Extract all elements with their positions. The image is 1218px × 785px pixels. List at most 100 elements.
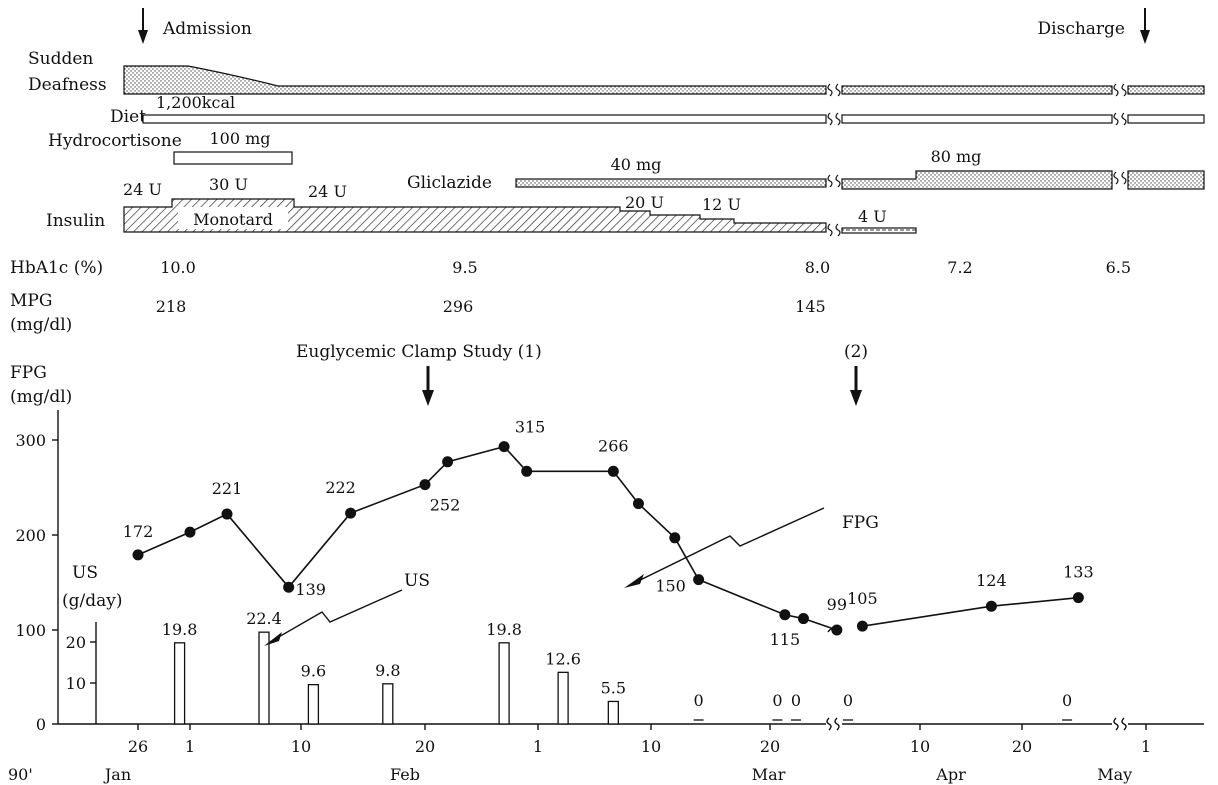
timeline-break-marks xyxy=(827,83,1127,237)
fpg-point-label-3: 139 xyxy=(295,580,326,599)
insulin-row: Insulin Monotard 24 U 30 U 24 U 20 U 12 … xyxy=(46,175,917,234)
us-bar-label-3: 9.8 xyxy=(375,661,400,680)
fpg-point-label-12: 150 xyxy=(655,577,686,596)
fpg-point-label-4: 222 xyxy=(325,478,356,497)
fpg-ytick-0: 0 xyxy=(36,715,46,734)
x-tick-label-8: 20 xyxy=(1012,737,1032,756)
discharge-marker: Discharge xyxy=(1038,8,1150,44)
mpg-label-2: (mg/dl) xyxy=(10,315,72,335)
fpg-callout-label: FPG xyxy=(842,513,879,533)
x-tick-label-0: 26 xyxy=(128,737,148,756)
fpg-point-18 xyxy=(1072,592,1084,604)
month-label-3: Apr xyxy=(935,765,966,784)
us-axis-label-1: US xyxy=(72,563,98,583)
mpg-value-1: 296 xyxy=(443,297,474,316)
month-label-2: Mar xyxy=(752,765,786,784)
us-callout: US xyxy=(264,571,430,646)
year-label: 90' xyxy=(8,765,33,784)
fpg-point-5 xyxy=(419,479,431,491)
fpg-point-label-0: 172 xyxy=(123,522,154,541)
hba1c-row: HbA1c (%) 10.0 9.5 8.0 7.2 6.5 xyxy=(10,258,1131,278)
fpg-point-15 xyxy=(831,624,843,636)
diet-dose: 1,200kcal xyxy=(156,93,235,112)
sudden-deafness-row: Sudden Deafness xyxy=(28,49,1205,95)
us-bar-0 xyxy=(173,642,186,725)
x-tick-label-1: 1 xyxy=(185,737,195,756)
insulin-dose-1: 24 U xyxy=(123,180,162,199)
insulin-dose-4: 20 U xyxy=(625,193,664,212)
fpg-point-label-18: 133 xyxy=(1063,563,1094,582)
x-tick-label-4: 1 xyxy=(533,737,543,756)
fpg-point-6 xyxy=(442,456,454,468)
us-bar-3 xyxy=(382,683,394,725)
us-bar-5 xyxy=(557,671,569,725)
clamp-study-1-label: Euglycemic Clamp Study (1) xyxy=(296,342,542,362)
insulin-dose-2: 30 U xyxy=(209,175,248,194)
discharge-label: Discharge xyxy=(1038,19,1125,39)
us-bar-6 xyxy=(607,700,619,725)
fpg-point-1 xyxy=(184,526,196,538)
hba1c-value-1: 9.5 xyxy=(452,258,477,277)
fpg-point-12 xyxy=(693,574,705,586)
x-tick-label-2: 10 xyxy=(291,737,311,756)
admission-label: Admission xyxy=(162,19,252,39)
fpg-point-11 xyxy=(669,532,681,544)
us-bar-label-5: 12.6 xyxy=(545,649,581,668)
fpg-point-label-17: 124 xyxy=(976,571,1007,590)
month-label-0: Jan xyxy=(103,765,131,784)
fpg-break-mark xyxy=(827,628,837,633)
us-bar-label-2: 9.6 xyxy=(301,662,326,681)
us-bar-label-1: 22.4 xyxy=(246,609,282,628)
fpg-axis-label-2: (mg/dl) xyxy=(10,387,72,407)
gliclazide-label: Gliclazide xyxy=(407,173,492,193)
fpg-point-2 xyxy=(221,508,233,520)
fpg-point-label-9: 266 xyxy=(598,436,629,455)
us-ytick-20: 20 xyxy=(66,633,86,652)
us-bar-1 xyxy=(258,631,270,725)
insulin-dose-5: 12 U xyxy=(702,195,741,214)
x-tick-label-6: 20 xyxy=(760,737,780,756)
mpg-row: MPG (mg/dl) 218 296 145 xyxy=(10,291,826,335)
fpg-point-13 xyxy=(779,609,791,621)
fpg-point-label-5: 252 xyxy=(430,496,461,515)
clamp-study-2-marker: (2) xyxy=(844,342,868,406)
sudden-deafness-label-1: Sudden xyxy=(28,49,93,69)
fpg-series-points: 172 221 139 222 252 315 266 150 115 99 105 124 133 xyxy=(123,418,1094,649)
us-series: 19.822.49.6 9.819.812.65.50 0 0 0 0 xyxy=(162,609,1072,725)
diet-label: Diet xyxy=(110,107,146,127)
mpg-value-2: 145 xyxy=(795,297,826,316)
fpg-ytick-200: 200 xyxy=(15,526,46,545)
hba1c-label: HbA1c (%) xyxy=(10,258,103,278)
hydrocortisone-dose: 100 mg xyxy=(209,129,270,148)
insulin-type: Monotard xyxy=(193,210,273,229)
x-tick-label-9: 1 xyxy=(1141,737,1151,756)
fpg-ytick-300: 300 xyxy=(15,431,46,450)
us-bar-label-6: 5.5 xyxy=(601,678,626,697)
hydrocortisone-row: Hydrocortisone 100 mg xyxy=(48,129,293,165)
sudden-deafness-label-2: Deafness xyxy=(28,75,107,95)
hba1c-value-4: 6.5 xyxy=(1106,258,1131,277)
hba1c-value-0: 10.0 xyxy=(160,258,196,277)
gliclazide-dose-1: 40 mg xyxy=(611,155,662,174)
gliclazide-dose-2: 80 mg xyxy=(931,147,982,166)
insulin-label: Insulin xyxy=(46,211,105,231)
fpg-point-10 xyxy=(632,498,644,510)
fpg-point-8 xyxy=(521,465,533,477)
us-callout-label: US xyxy=(404,571,430,591)
us-bar-label-7: 0 xyxy=(694,691,704,710)
hydrocortisone-label: Hydrocortisone xyxy=(48,131,182,151)
us-bar-2 xyxy=(307,683,320,725)
fpg-ytick-100: 100 xyxy=(15,621,46,640)
fpg-y-axis: 300 200 100 0 xyxy=(15,410,59,734)
hba1c-value-3: 7.2 xyxy=(947,258,972,277)
fpg-point-0 xyxy=(132,549,144,561)
fpg-callout: FPG xyxy=(624,507,879,588)
fpg-series-line xyxy=(137,445,1079,631)
x-tick-label-7: 10 xyxy=(910,737,930,756)
fpg-point-label-7: 315 xyxy=(515,418,546,437)
clamp-study-2-label: (2) xyxy=(844,342,868,362)
mpg-label-1: MPG xyxy=(10,291,52,311)
fpg-point-3 xyxy=(283,581,295,593)
mpg-value-0: 218 xyxy=(156,297,187,316)
